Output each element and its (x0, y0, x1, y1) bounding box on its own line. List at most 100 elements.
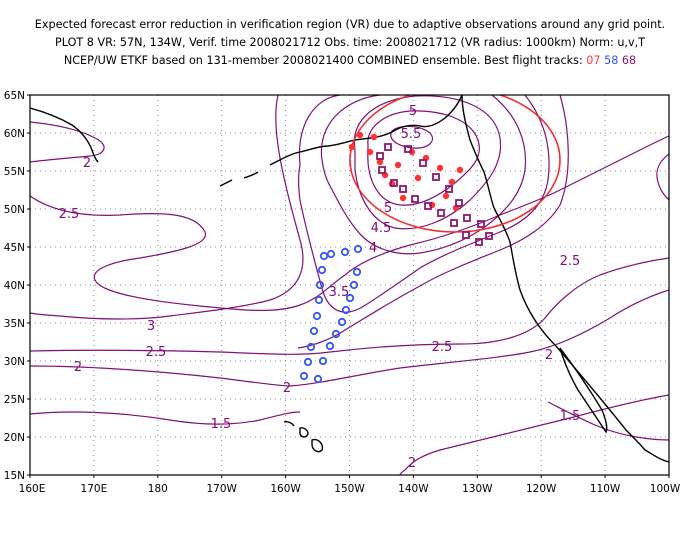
verification-region-circle (349, 95, 561, 233)
contour-3.5 (297, 95, 550, 313)
track-58-point (325, 341, 335, 351)
contour-label: 5 (409, 104, 417, 119)
longitude-labels: 160E 170E 180 170W 160W 150W 140W 130W 1… (19, 483, 681, 495)
track-58-point (352, 267, 362, 277)
contour-1.5-east (547, 401, 669, 441)
track-07-point (370, 133, 378, 141)
title-line-1: Expected forecast error reduction in ver… (34, 18, 666, 31)
track-58-point (326, 249, 336, 259)
track-68-point (378, 166, 386, 174)
contour-label: 2.5 (560, 254, 581, 269)
title-line-3: NCEP/UW ETKF based on 131-member 2008021… (0, 54, 700, 68)
contour-4 (320, 95, 527, 255)
track-07-point (348, 143, 356, 151)
contour-label: 4 (369, 241, 377, 256)
track-07-point (376, 158, 384, 166)
track-58-point (309, 326, 319, 336)
track-label-68: 68 (621, 54, 637, 67)
lon-label: 160E (19, 483, 46, 495)
lon-label: 160W (270, 483, 301, 495)
track-58-point (317, 265, 327, 275)
lon-label: 110W (590, 483, 621, 495)
contour-2-far-south (399, 394, 669, 475)
contour-1.5 (30, 411, 301, 425)
track-58-point (314, 295, 324, 305)
track-07-point (436, 164, 444, 172)
lat-label: 60N (4, 128, 25, 140)
track-68-point (445, 185, 453, 193)
plot-header: Expected forecast error reduction in ver… (0, 0, 700, 86)
track-58-point (313, 374, 323, 384)
hawaii-island-2 (299, 427, 309, 438)
track-58-point (299, 371, 309, 381)
contour-lines (30, 95, 669, 475)
contour-2.5-lower (30, 257, 669, 355)
contour-label: 2 (408, 456, 416, 471)
lat-label: 25N (4, 394, 25, 406)
baja-california (559, 347, 608, 434)
contour-label: 3.5 (329, 285, 350, 300)
track-58-point (318, 356, 328, 366)
track-68-point (463, 214, 471, 222)
track-68-point (384, 143, 392, 151)
hawaii-island-3 (311, 438, 324, 453)
contour-5 (367, 110, 480, 206)
latitude-labels: 65N 60N 55N 50N 45N 40N 35N 30N 25N 20N … (4, 90, 25, 482)
track-58-point (349, 280, 359, 290)
contour-2 (30, 121, 105, 163)
track-label-07: 07 (586, 54, 601, 67)
contour-2-northeast (656, 153, 669, 201)
contour-2.5-upper (30, 135, 669, 312)
track-68-point (390, 179, 398, 187)
lat-label: 20N (4, 432, 25, 444)
contour-label: 5.5 (401, 127, 422, 142)
track-68-point (485, 232, 493, 240)
track-68-point (419, 159, 427, 167)
track-68-point (424, 202, 432, 210)
lat-label: 35N (4, 318, 25, 330)
lon-label: 170W (206, 483, 237, 495)
lon-label: 170E (81, 483, 108, 495)
axis-ticks (27, 94, 670, 478)
track-58-point (345, 293, 355, 303)
lat-label: 45N (4, 242, 25, 254)
lat-label: 30N (4, 356, 25, 368)
track-68-point (475, 238, 483, 246)
contour-2-south (30, 289, 669, 387)
lat-label: 55N (4, 166, 25, 178)
track-68-point (376, 152, 384, 160)
track-07-point (442, 192, 450, 200)
lat-label: 65N (4, 90, 25, 102)
contour-label: 2 (283, 381, 291, 396)
contour-label: 2.5 (59, 207, 80, 222)
title-line-3-prefix: NCEP/UW ETKF based on 131-member 2008021… (63, 54, 587, 67)
lon-label: 150W (334, 483, 365, 495)
contour-label: 1.5 (211, 417, 232, 432)
track-07-point (394, 161, 402, 169)
lat-label: 15N (4, 470, 25, 482)
alaska-coast (461, 95, 669, 463)
track-58-point (315, 280, 325, 290)
lon-label: 140W (398, 483, 429, 495)
contour-3 (30, 95, 569, 349)
track-label-58: 58 (604, 54, 619, 67)
aleutian-1 (243, 171, 259, 179)
track-58-point (353, 244, 363, 254)
track-68-point (462, 231, 470, 239)
track-68-point (477, 220, 485, 228)
contour-label: 4.5 (371, 221, 392, 236)
lat-label: 50N (4, 204, 25, 216)
title-line-2: PLOT 8 VR: 57N, 134W, Verif. time 200802… (55, 36, 645, 49)
contour-label: 5 (384, 201, 392, 216)
hawaii-island-1 (283, 421, 295, 427)
track-07-point (414, 174, 422, 182)
track-58-point (312, 311, 322, 321)
contour-labels: 5 5.5 5 4.5 4 3.5 3 2.5 2.5 2.5 2.5 2 2 … (59, 104, 581, 471)
track-68-point (432, 173, 440, 181)
track-58-point (303, 357, 313, 367)
track-58-point (340, 247, 350, 257)
track-58-point (306, 342, 316, 352)
contour-label: 1.5 (560, 409, 581, 424)
contour-label: 3 (147, 319, 155, 334)
